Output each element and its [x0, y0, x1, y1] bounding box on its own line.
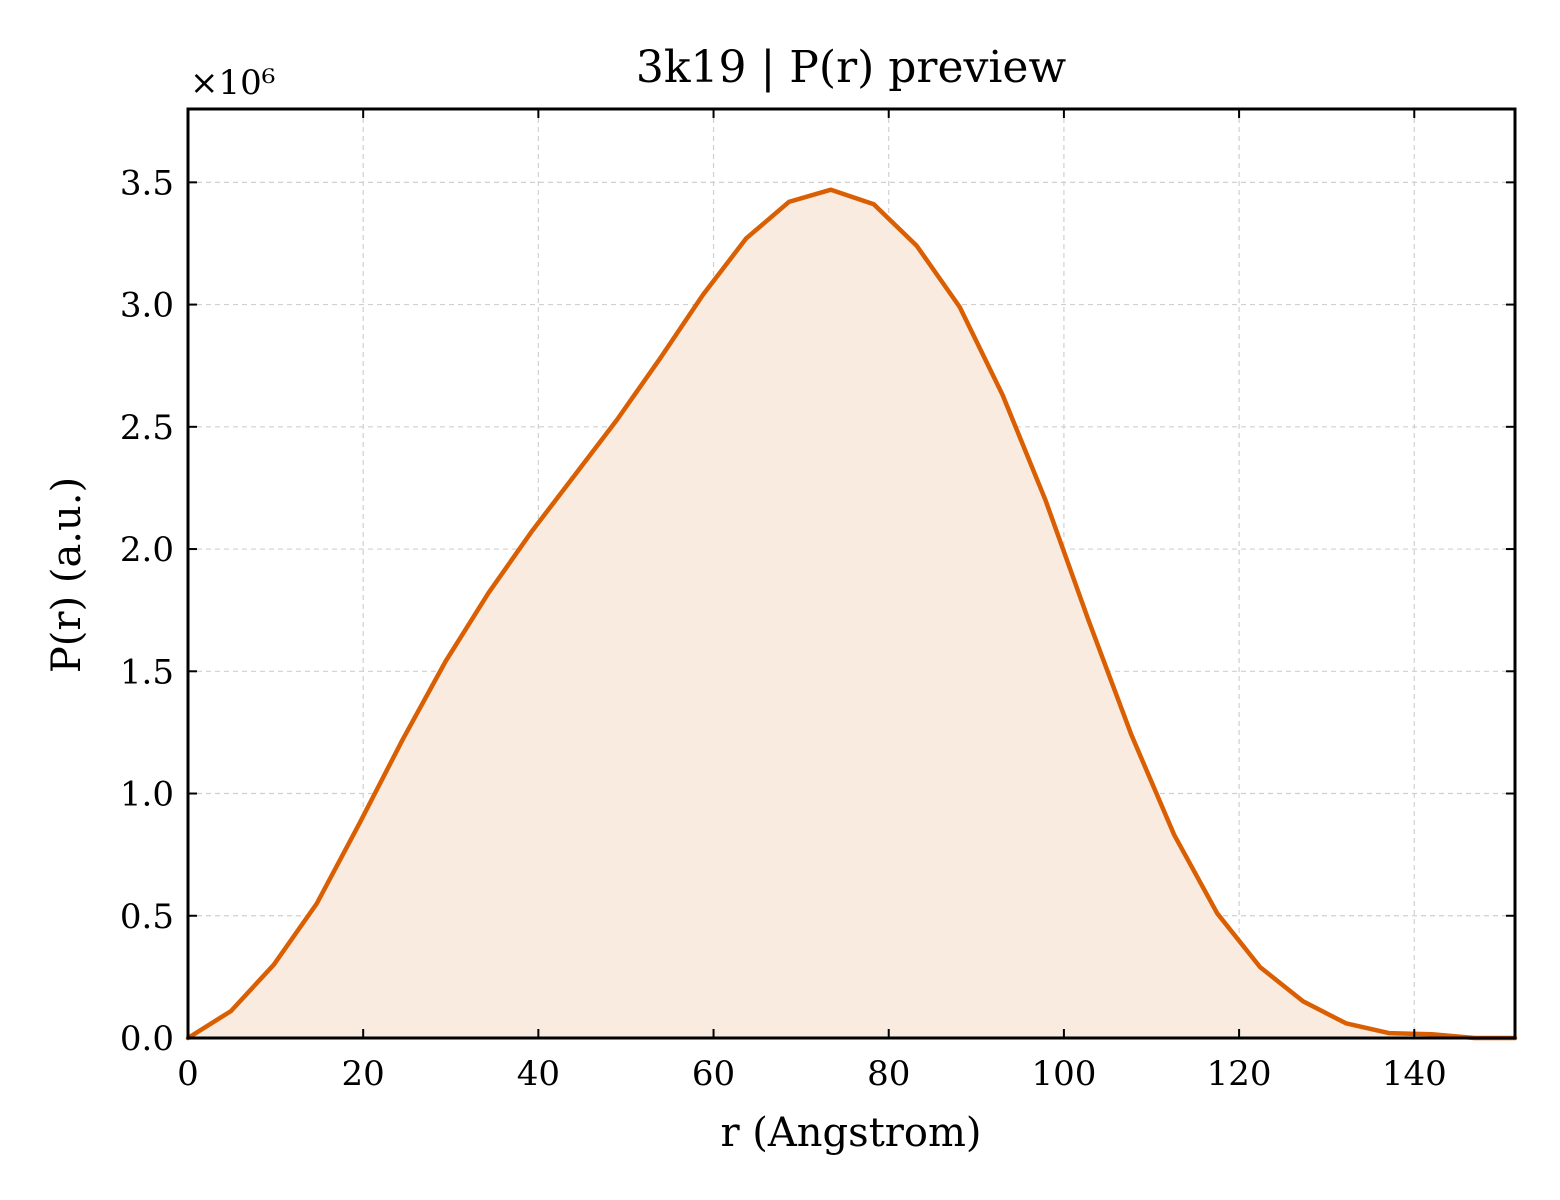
y-tick-label: 2.5: [120, 408, 174, 448]
x-tick-label: 120: [1207, 1054, 1272, 1094]
y-tick-label: 0.5: [120, 897, 174, 937]
y-multiplier-label: ×10⁶: [190, 63, 275, 103]
x-tick-label: 20: [342, 1054, 385, 1094]
ticks: [187, 109, 1515, 1039]
chart-title: 3k19 | P(r) preview: [636, 42, 1067, 93]
x-tick-label: 0: [177, 1054, 199, 1094]
x-tick-label: 40: [517, 1054, 560, 1094]
y-tick-label: 0.0: [120, 1019, 174, 1059]
plot-frame: [186, 107, 1517, 1040]
y-tick-label: 2.0: [120, 530, 174, 570]
x-tick-label: 80: [867, 1054, 910, 1094]
x-axis-label: r (Angstrom): [720, 1110, 981, 1156]
y-tick-label: 1.0: [120, 775, 174, 815]
y-tick-label: 3.5: [120, 163, 174, 203]
y-tick-label: 3.0: [120, 286, 174, 326]
tick-labels: 0 20 40 60 80 100 120 140 0.0 0.5 1.0 1.5 2.0 2.5 3.0 3…: [120, 163, 1447, 1094]
x-tick-label: 100: [1031, 1054, 1096, 1094]
y-axis-label: P(r) (a.u.): [44, 477, 90, 673]
y-tick-label: 1.5: [120, 652, 174, 692]
x-tick-label: 140: [1382, 1054, 1447, 1094]
pr-area-fill: [188, 189, 1515, 1038]
x-tick-label: 60: [692, 1054, 735, 1094]
pr-line: [185, 187, 1518, 1041]
